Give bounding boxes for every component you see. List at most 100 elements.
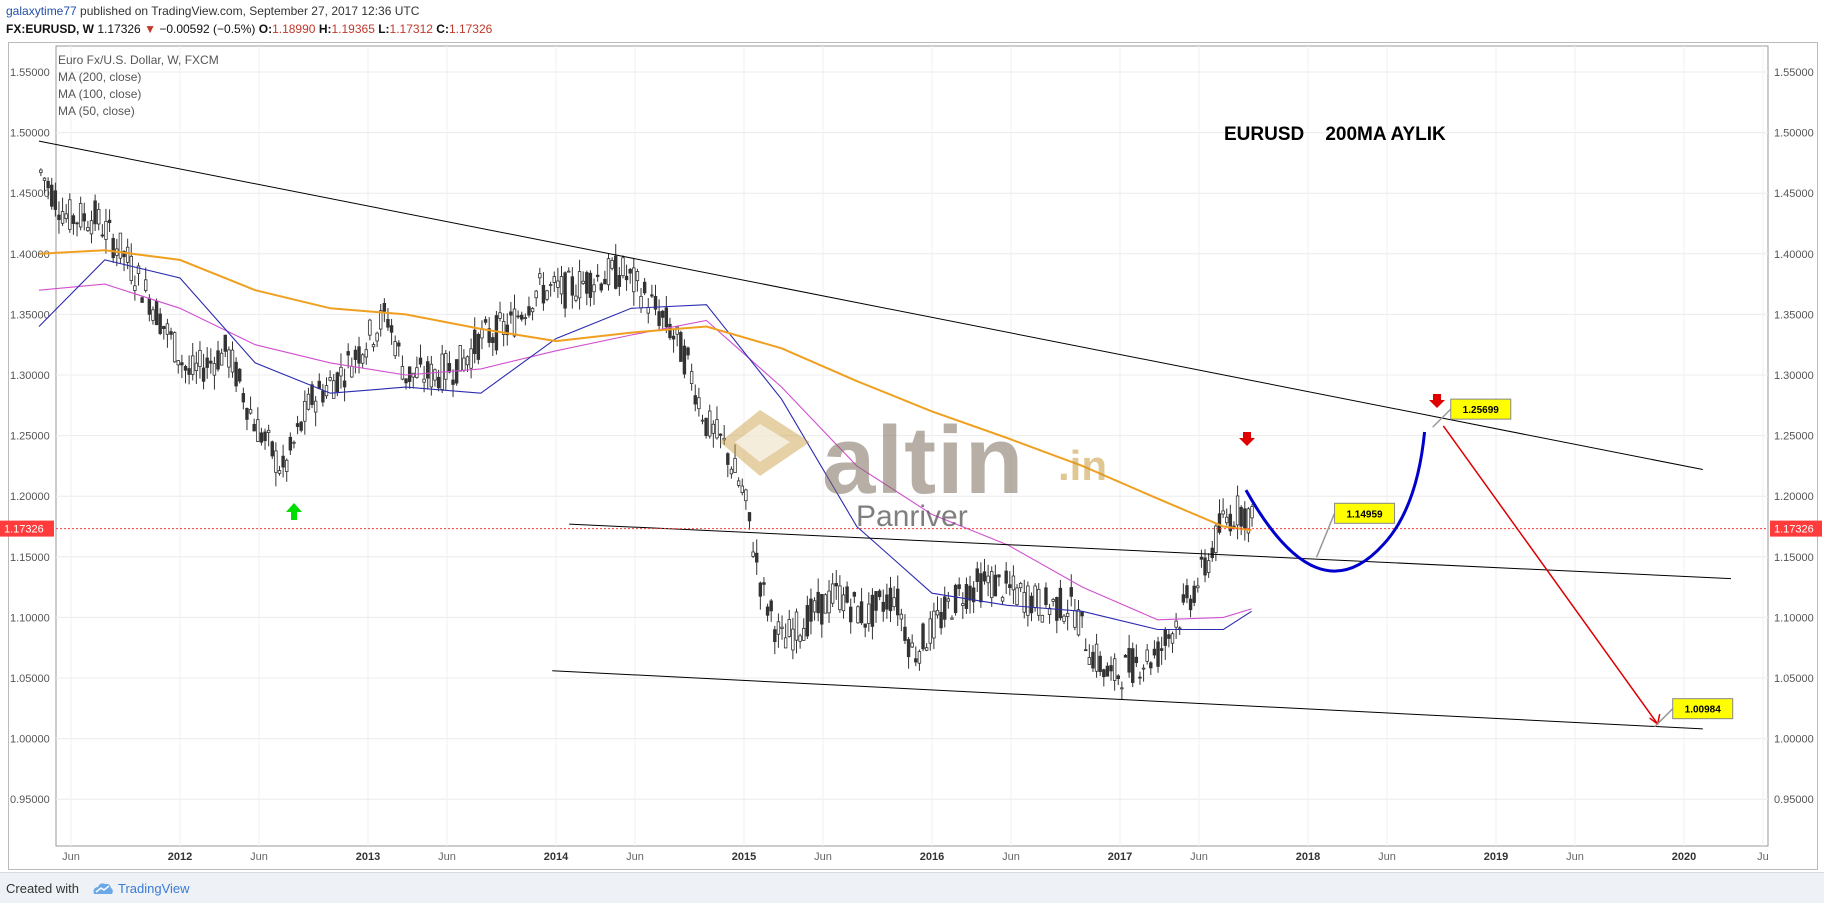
legend-ma100[interactable]: MA (100, close) [58,87,142,101]
candle [191,355,195,375]
candle [805,605,810,637]
footer-brand-link[interactable]: TradingView [118,881,190,896]
candle [780,626,784,629]
candle [1225,516,1229,524]
projection-curve[interactable] [1244,431,1427,573]
candle [693,395,697,405]
candle [342,380,347,388]
candle [205,357,209,368]
candle [1199,556,1204,560]
candle [1015,587,1019,606]
candle [769,600,773,612]
candle [1112,658,1117,681]
candle [129,255,133,282]
ma50-line[interactable] [38,283,1252,621]
candle [458,345,462,372]
trendline-upper[interactable] [38,140,1703,471]
plot-area[interactable] [55,45,1769,847]
callout-box[interactable] [1672,698,1734,720]
candle [758,582,763,597]
candle [415,367,419,378]
y-tick-label-right: 1.05000 [1774,673,1814,685]
candle [100,234,105,237]
ma100-line[interactable] [38,259,1252,631]
candle [650,294,654,297]
legend-ma50[interactable]: MA (50, close) [58,104,135,118]
x-tick-label: 2019 [1484,851,1508,863]
candle [718,433,723,436]
candle [982,571,987,582]
y-tick-label-right: 1.40000 [1774,249,1814,261]
legend-ma200[interactable]: MA (200, close) [58,70,142,84]
candle [957,584,961,589]
candle [809,598,813,622]
x-tick-label: 2018 [1296,851,1320,863]
callout-box[interactable] [1450,398,1512,420]
price-tag-right [1770,520,1822,537]
candle [93,200,97,225]
candle [657,311,661,326]
candle [1065,612,1070,617]
candle [552,276,556,283]
candle [632,267,636,293]
candle [364,349,368,358]
callout-box[interactable] [1334,502,1396,524]
candle [1051,599,1055,602]
open-value: 1.18990 [272,22,316,36]
candle [209,360,213,364]
candle [689,371,694,384]
publish-info: galaxytime77 published on TradingView.co… [6,4,419,18]
candle [841,594,846,612]
candle [639,295,643,309]
candle [1008,584,1012,589]
candle [961,603,965,606]
candle [42,177,47,181]
callout-pointer [1432,408,1452,428]
candle [1109,665,1113,672]
candle [520,314,524,320]
candle [733,457,737,473]
candle [646,307,650,314]
candle [675,326,679,335]
candle [335,372,340,393]
up-arrow-icon [286,503,302,520]
y-tick-label-left: 1.40000 [10,249,50,261]
y-tick-label-right: 1.30000 [1774,370,1814,382]
candle [899,613,904,620]
x-tick-label: Jun [1566,851,1584,863]
candle [285,459,289,472]
candle [708,410,712,437]
candle [1058,587,1063,619]
candle [194,362,199,372]
candle [979,573,983,603]
candle [820,593,824,625]
candle [852,592,857,597]
x-tick-label: 2013 [356,851,380,863]
target-line[interactable] [1442,425,1659,725]
candle [299,421,303,431]
candle [1120,687,1124,690]
candle [964,584,969,609]
candle [494,315,499,351]
chart-frame[interactable] [8,42,1818,870]
candle [462,357,466,371]
candle [216,350,220,370]
candle [1004,570,1008,584]
candle [697,397,701,410]
candle [125,246,130,263]
author-link[interactable]: galaxytime77 [6,4,77,18]
watermark-subtitle: Panriver [856,500,968,533]
candle [144,279,148,291]
candle [303,401,307,422]
candle [360,354,365,364]
candle [393,341,397,357]
trendline-lower[interactable] [552,670,1703,730]
candle [1206,560,1211,573]
candle [165,323,170,335]
ma200-line[interactable] [38,249,1252,532]
chart-legend: Euro Fx/U.S. Dollar, W, FXCM MA (200, cl… [58,52,219,120]
trendline-middle[interactable] [569,523,1732,580]
candle [581,280,585,284]
y-tick-label-right: 1.25000 [1774,431,1814,443]
